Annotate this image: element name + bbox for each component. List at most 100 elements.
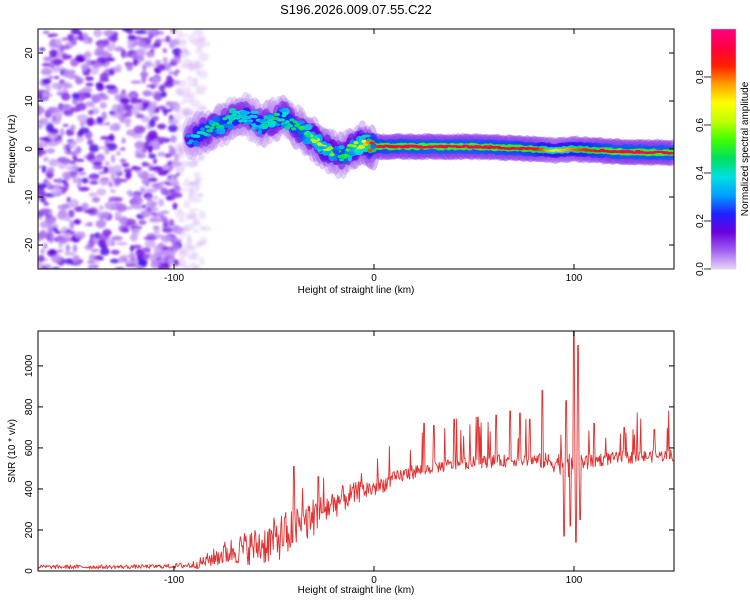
y-tick-label: 600 xyxy=(24,439,35,456)
ridge-cell xyxy=(289,118,295,122)
noise-blob xyxy=(110,189,116,194)
noise-blob xyxy=(200,106,208,111)
noise-blob xyxy=(102,211,109,220)
noise-blob xyxy=(45,84,51,93)
noise-blob xyxy=(89,144,100,153)
noise-blob xyxy=(138,219,147,225)
noise-blob xyxy=(151,212,156,216)
noise-blob xyxy=(179,33,188,38)
noise-blob xyxy=(66,196,71,203)
noise-blob xyxy=(98,205,104,211)
noise-blob xyxy=(168,257,174,266)
noise-blob xyxy=(56,249,64,253)
ridge-spot xyxy=(245,120,252,125)
noise-blob xyxy=(144,60,153,68)
noise-blob xyxy=(43,242,48,250)
noise-blob xyxy=(170,192,183,198)
noise-blob xyxy=(158,242,165,250)
noise-blob xyxy=(159,38,167,42)
noise-blob xyxy=(187,187,194,194)
figure-title: S196.2026.009.07.55.C22 xyxy=(280,2,432,17)
noise-blob xyxy=(38,141,48,148)
spectrogram-y-ticks: -20 -10 0 10 20 xyxy=(24,47,674,252)
ridge-spot xyxy=(239,110,249,116)
noise-blob xyxy=(126,62,134,71)
noise-blob xyxy=(41,62,52,67)
noise-blob xyxy=(178,232,187,238)
noise-blob xyxy=(176,258,188,267)
noise-blob xyxy=(59,128,65,137)
noise-blob xyxy=(116,203,127,213)
noise-blob xyxy=(38,183,48,189)
ridge-spot xyxy=(251,126,256,130)
noise-blob xyxy=(124,111,133,118)
noise-blob xyxy=(146,106,155,112)
y-tick-label: 0 xyxy=(24,568,35,574)
y-tick-label: 0 xyxy=(24,146,35,152)
noise-blob xyxy=(151,76,160,86)
noise-blob xyxy=(146,173,156,177)
ridge-spot xyxy=(313,135,319,141)
noise-blob xyxy=(151,183,160,188)
noise-blob xyxy=(47,75,55,80)
ridge-spot xyxy=(338,145,345,150)
noise-blob xyxy=(54,75,59,80)
noise-blob xyxy=(81,63,88,72)
noise-blob xyxy=(61,37,69,41)
noise-blob xyxy=(162,216,169,225)
noise-blob xyxy=(42,91,47,99)
noise-blob xyxy=(56,91,64,96)
noise-blob xyxy=(119,158,127,163)
noise-blob xyxy=(126,39,135,45)
noise-blob xyxy=(106,88,119,95)
noise-blob xyxy=(95,153,106,163)
noise-blob xyxy=(110,114,122,118)
noise-blob xyxy=(40,266,48,269)
noise-blob xyxy=(178,252,186,260)
noise-blob xyxy=(46,148,56,154)
ridge-spot xyxy=(304,124,313,130)
noise-blob xyxy=(186,211,198,220)
noise-blob xyxy=(195,90,206,96)
noise-blob xyxy=(172,202,178,210)
x-tick-label: 0 xyxy=(371,273,377,284)
noise-blob xyxy=(193,40,205,47)
noise-blob xyxy=(97,211,102,219)
noise-blob xyxy=(157,151,166,157)
ridge-cell xyxy=(207,129,213,133)
snr-y-ticks: 0 200 400 600 800 1000 xyxy=(24,354,674,574)
noise-blob xyxy=(103,166,109,174)
noise-blob xyxy=(173,113,184,121)
noise-blob xyxy=(197,70,208,79)
noise-blob xyxy=(38,124,43,129)
noise-blob xyxy=(101,111,107,121)
noise-blob xyxy=(85,82,94,87)
noise-blob xyxy=(78,186,90,192)
noise-blob xyxy=(183,109,188,118)
snr-panel: -100 0 100 0 200 400 600 800 1000 Height of str… xyxy=(7,330,675,596)
noise-blob xyxy=(153,195,158,200)
noise-blob xyxy=(122,29,131,32)
noise-blob xyxy=(76,31,83,35)
noise-blob xyxy=(162,57,168,64)
noise-blob xyxy=(56,234,65,242)
noise-blob xyxy=(100,177,110,181)
colorbar-tick-label: 0.2 xyxy=(695,214,706,228)
noise-blob xyxy=(105,57,116,62)
noise-blob xyxy=(193,109,204,117)
noise-blob xyxy=(46,167,55,173)
noise-blob xyxy=(180,101,185,105)
snr-x-ticks: -100 0 100 xyxy=(164,331,583,586)
noise-blob xyxy=(52,114,57,121)
noise-blob xyxy=(130,98,142,105)
noise-blob xyxy=(98,44,105,47)
ridge-spot xyxy=(208,119,214,126)
noise-blob xyxy=(187,34,197,42)
ridge-cell xyxy=(343,153,349,157)
noise-blob xyxy=(74,231,86,239)
noise-blob xyxy=(137,258,148,267)
noise-blob xyxy=(150,216,159,222)
noise-blob xyxy=(75,136,84,143)
noise-blob xyxy=(60,92,71,101)
noise-blob xyxy=(68,209,75,218)
